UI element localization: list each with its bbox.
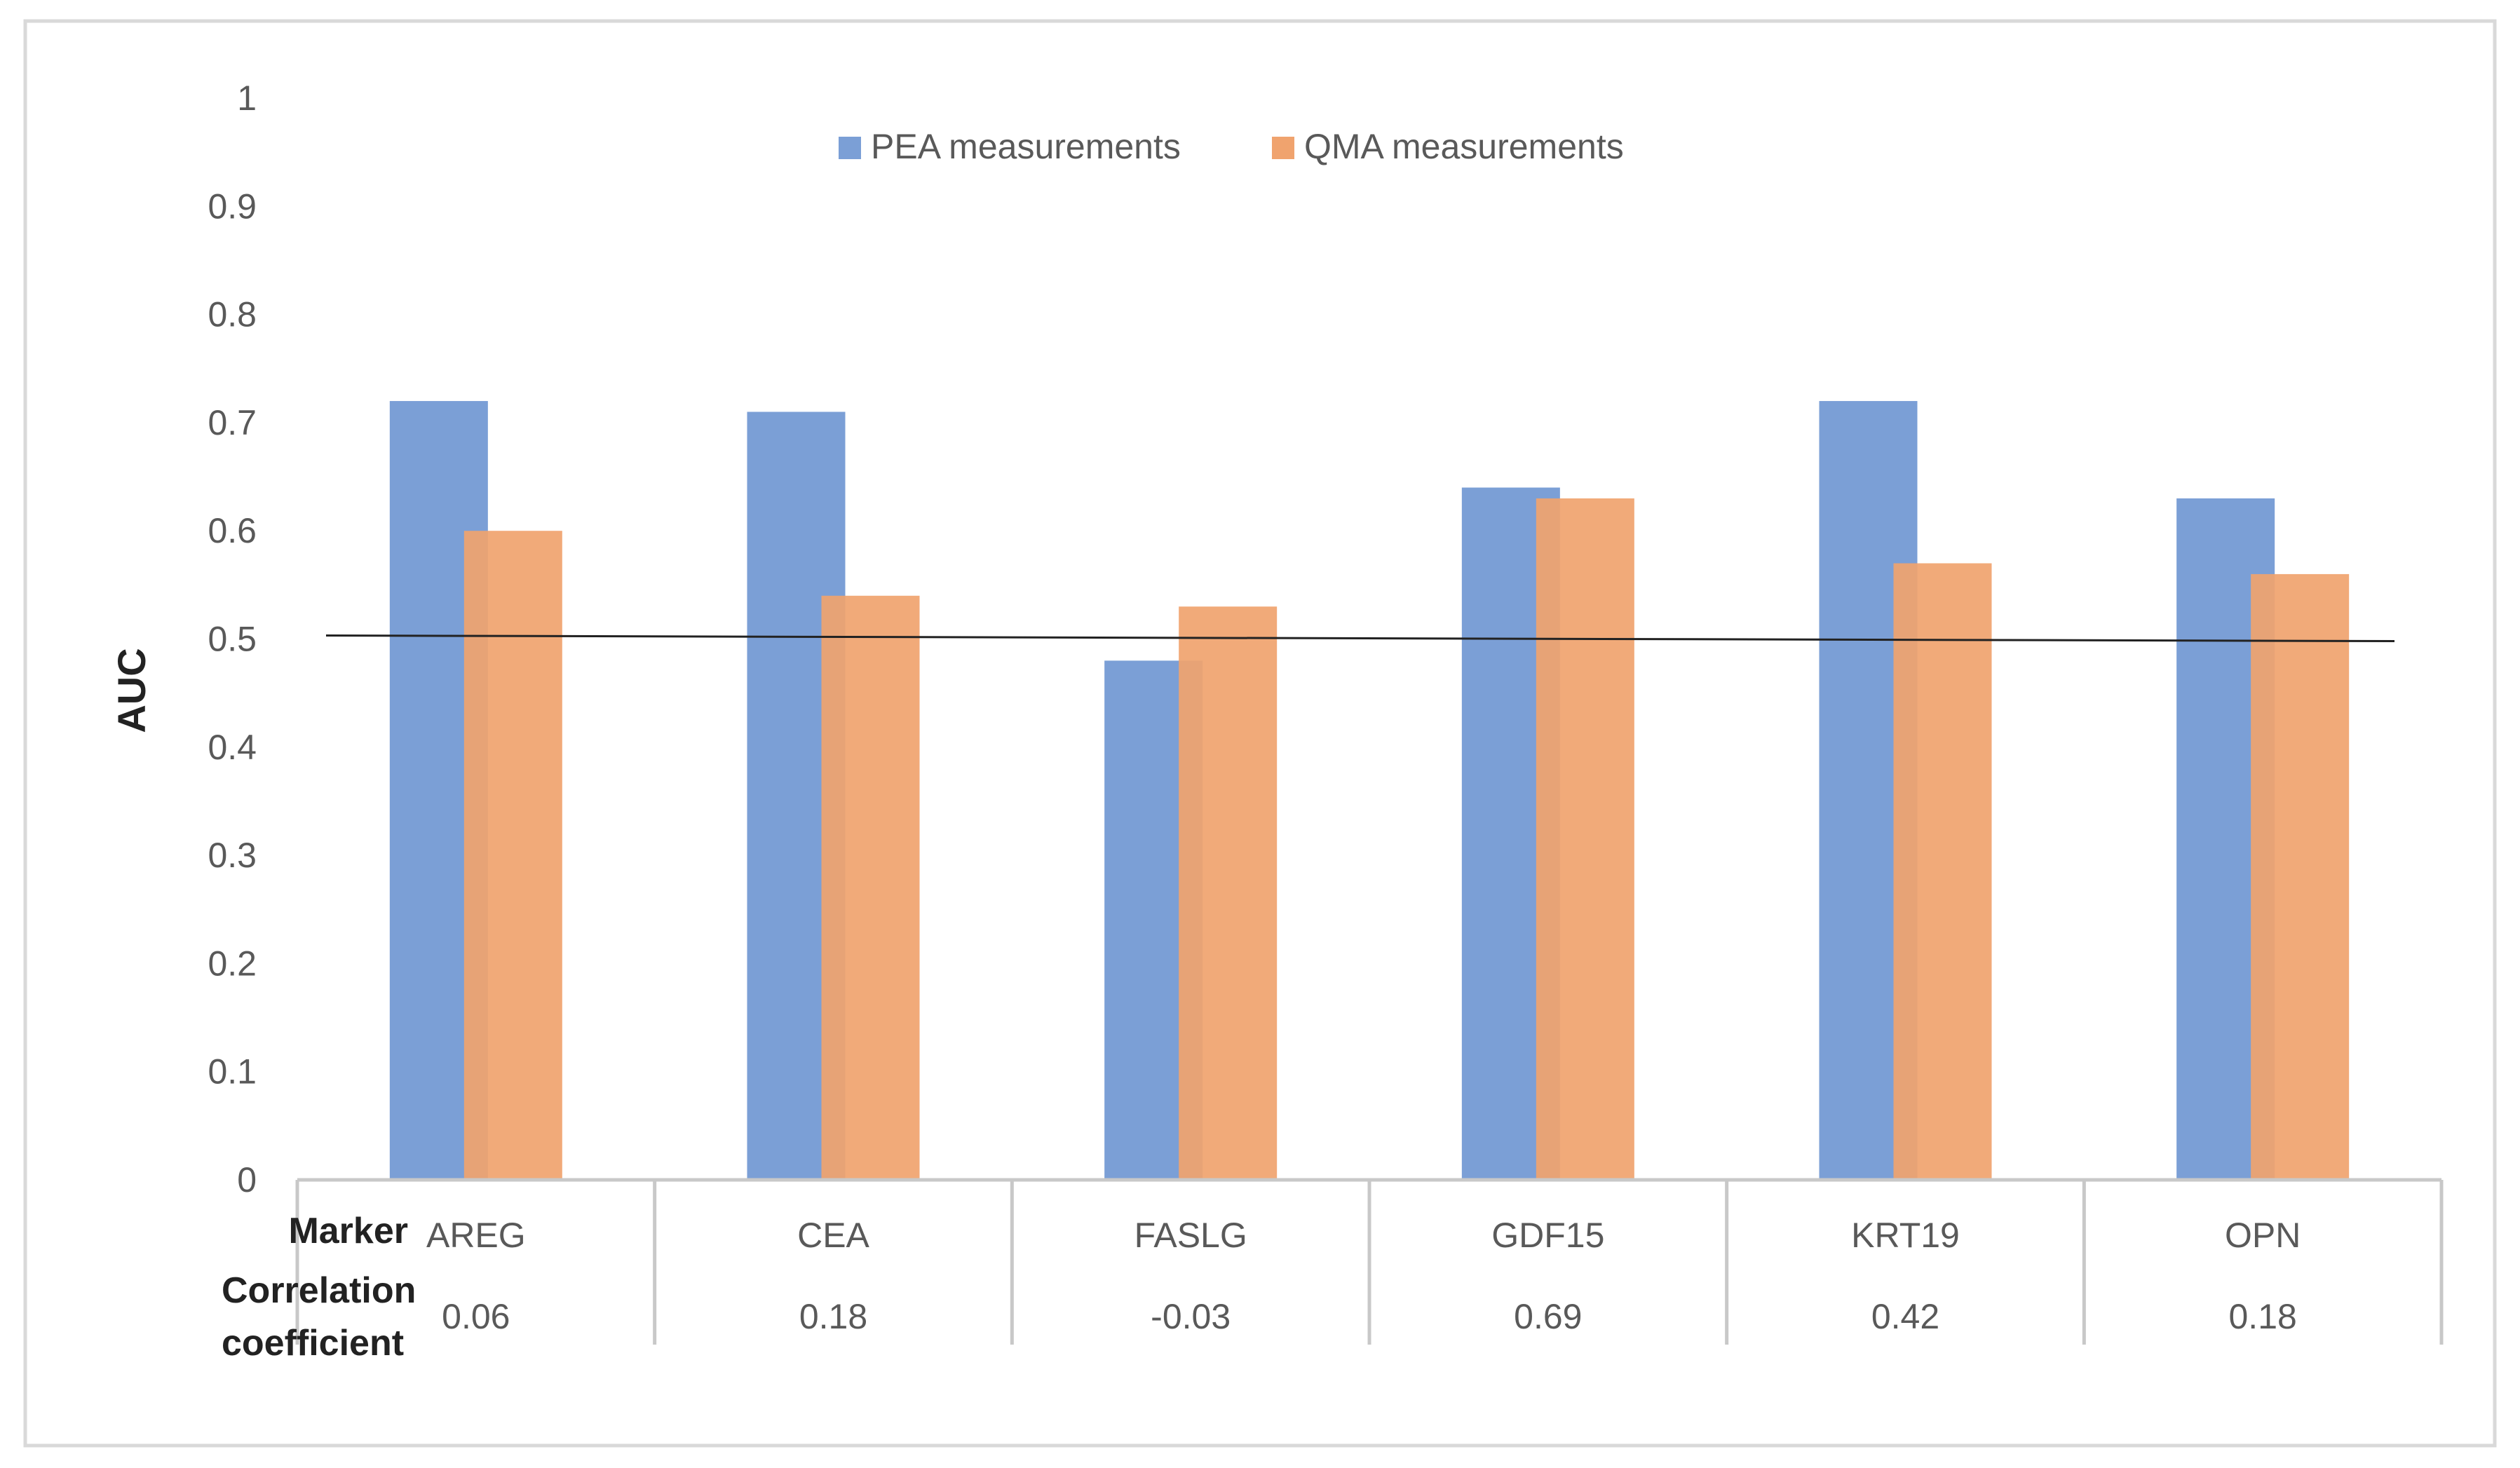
y-axis-label: AUC <box>109 648 154 733</box>
chart-border <box>23 19 2497 1448</box>
legend-swatch-qma <box>1272 137 1294 159</box>
data-table: AREG 0.06 CEA 0.18 FASLG -0.03 GDF15 0.69 KRT19 0… <box>295 1178 2444 1345</box>
legend: PEA measurements QMA measurements <box>839 127 1624 166</box>
legend-label-qma: QMA measurements <box>1304 127 1624 166</box>
y-tick-label: 0.2 <box>208 944 257 983</box>
y-tick-label: 0 <box>237 1160 257 1199</box>
category-label-faslg: FASLG <box>1134 1216 1247 1255</box>
bar-qma-krt19 <box>1893 563 1992 1180</box>
category-label-opn: OPN <box>2225 1216 2301 1255</box>
correlation-value-krt19: 0.42 <box>1871 1297 1939 1336</box>
row-label-coefficient: coefficient <box>222 1323 404 1364</box>
y-axis-ticks: 0 0.1 0.2 0.3 0.4 0.5 0.6 0.7 0.8 0.9 1 <box>208 79 257 1199</box>
category-label-gdf15: GDF15 <box>1491 1216 1604 1255</box>
y-tick-label: 0.4 <box>208 728 257 767</box>
y-tick-label: 0.1 <box>208 1052 257 1092</box>
category-label-areg: AREG <box>426 1216 526 1255</box>
correlation-value-cea: 0.18 <box>799 1297 867 1336</box>
bar-qma-opn <box>2251 573 2350 1180</box>
y-tick-label: 1 <box>237 79 257 118</box>
bars <box>389 401 2350 1180</box>
y-tick-label: 0.9 <box>208 186 257 226</box>
correlation-value-gdf15: 0.69 <box>1514 1297 1582 1336</box>
y-tick-label: 0.6 <box>208 511 257 550</box>
legend-label-pea: PEA measurements <box>871 127 1181 166</box>
bar-qma-gdf15 <box>1536 498 1634 1180</box>
category-label-cea: CEA <box>797 1216 869 1255</box>
category-label-krt19: KRT19 <box>1851 1216 1960 1255</box>
y-tick-label: 0.3 <box>208 836 257 875</box>
correlation-value-opn: 0.18 <box>2229 1297 2297 1336</box>
bar-qma-cea <box>821 595 920 1180</box>
correlation-value-faslg: -0.03 <box>1151 1297 1231 1336</box>
y-tick-label: 0.5 <box>208 620 257 659</box>
correlation-value-areg: 0.06 <box>442 1297 510 1336</box>
y-tick-label: 0.8 <box>208 295 257 334</box>
bar-qma-areg <box>463 531 562 1180</box>
bar-qma-faslg <box>1179 606 1278 1180</box>
reference-line-0.5 <box>325 634 2395 642</box>
row-label-marker: Marker <box>288 1211 408 1251</box>
row-label-correlation: Correlation <box>222 1270 416 1311</box>
y-tick-label: 0.7 <box>208 403 257 442</box>
legend-swatch-pea <box>839 137 861 159</box>
